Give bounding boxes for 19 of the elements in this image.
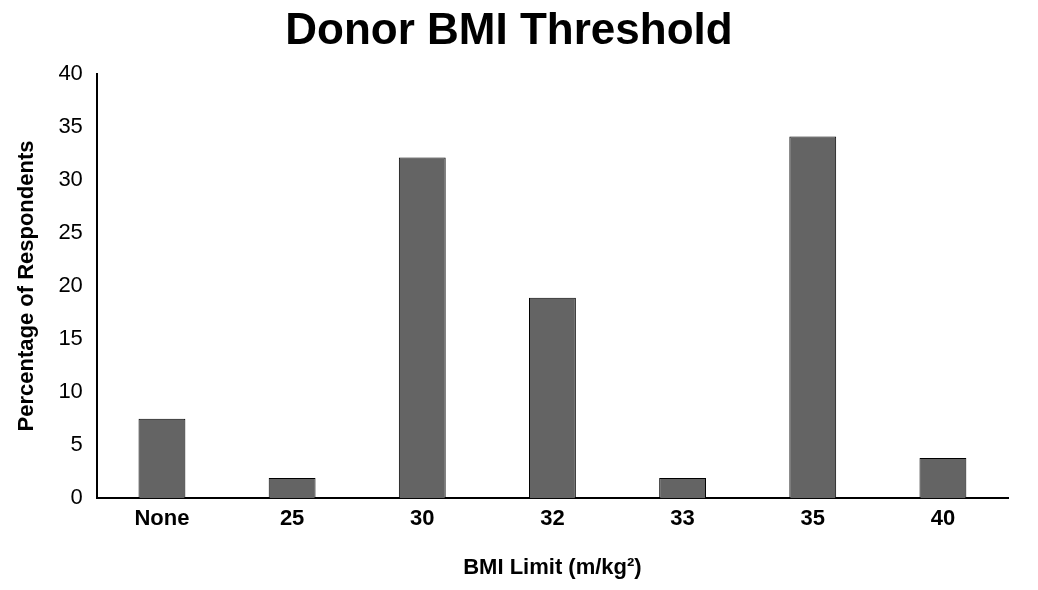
y-tick-label: 15 — [58, 325, 83, 351]
x-tick-label: 32 — [540, 505, 565, 531]
x-tick-label: 40 — [930, 505, 956, 531]
chart-title: Donor BMI Threshold — [285, 3, 733, 53]
y-tick-label: 30 — [58, 165, 83, 191]
x-tick-label: 30 — [410, 505, 435, 531]
y-tick-label: 5 — [70, 431, 83, 457]
y-axis-title: Percentage of Respondents — [13, 140, 39, 432]
x-tick-label: None — [134, 505, 190, 531]
y-tick-label: 35 — [58, 112, 83, 138]
x-axis-title: BMI Limit (m/kg²) — [463, 553, 642, 579]
y-tick-label: 20 — [58, 272, 83, 298]
x-tick-label: 35 — [800, 505, 825, 531]
x-tick-label: 25 — [279, 505, 305, 531]
y-tick-label: 10 — [58, 378, 83, 404]
y-tick-label: 25 — [58, 219, 83, 245]
y-tick-label: 0 — [70, 484, 83, 510]
y-tick-label: 40 — [58, 59, 83, 85]
x-tick-label: 33 — [670, 505, 695, 531]
